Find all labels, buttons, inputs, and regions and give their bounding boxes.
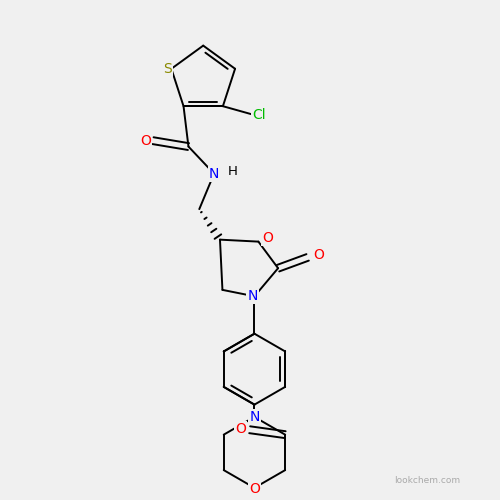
- Text: lookchem.com: lookchem.com: [394, 476, 460, 485]
- Text: N: N: [250, 410, 260, 424]
- Text: O: O: [313, 248, 324, 262]
- Text: O: O: [140, 134, 151, 147]
- Text: N: N: [248, 290, 258, 304]
- Text: O: O: [249, 482, 260, 496]
- Text: Cl: Cl: [252, 108, 266, 122]
- Text: H: H: [228, 165, 237, 178]
- Text: O: O: [262, 230, 272, 244]
- Text: S: S: [163, 62, 172, 76]
- Text: N: N: [209, 166, 220, 180]
- Text: O: O: [236, 422, 246, 436]
